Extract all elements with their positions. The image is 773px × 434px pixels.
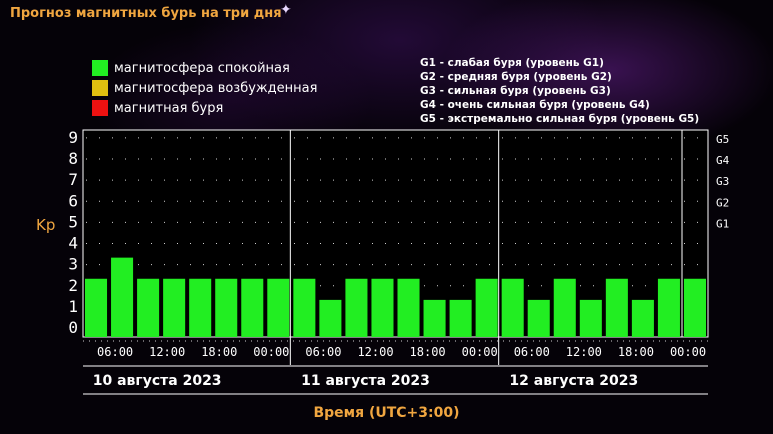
x-tick-label: 00:00 [253, 345, 289, 359]
x-tick-label: 00:00 [670, 345, 706, 359]
y-tick-label: 8 [68, 149, 78, 168]
legend-label-storm: магнитная буря [114, 100, 224, 116]
y-tick-label: 4 [68, 234, 78, 253]
kp-bar [397, 278, 420, 337]
legend-label-excited: магнитосфера возбужденная [114, 80, 318, 96]
g-level-label: G3 [716, 175, 729, 188]
day-label: 10 августа 2023 [93, 373, 222, 389]
kp-bar [475, 278, 498, 337]
legend-item-calm: магнитосфера спокойная [92, 58, 317, 78]
x-tick-label: 12:00 [149, 345, 185, 359]
y-tick-label: 7 [68, 170, 78, 189]
legend-item-excited: магнитосфера возбужденная [92, 78, 317, 98]
y-tick-label: 3 [68, 255, 78, 274]
legend-swatch-excited [92, 80, 108, 96]
x-tick-label: 18:00 [618, 345, 654, 359]
x-tick-label: 18:00 [201, 345, 237, 359]
x-tick-label: 06:00 [97, 345, 133, 359]
y-tick-label: 9 [68, 128, 78, 147]
status-legend: магнитосфера спокойная магнитосфера возб… [92, 58, 317, 118]
kp-bar [137, 278, 160, 337]
legend-label-calm: магнитосфера спокойная [114, 60, 290, 76]
g-legend-g4: G4 - очень сильная буря (уровень G4) [420, 99, 650, 111]
kp-bar [163, 278, 186, 337]
kp-bar [111, 257, 134, 337]
kp-bar [605, 278, 628, 337]
star-icon: ✦ [280, 2, 292, 18]
g-level-legend: G1 - слабая буря (уровень G1) G2 - средн… [420, 56, 699, 126]
x-tick-label: 12:00 [566, 345, 602, 359]
g-legend-g3: G3 - сильная буря (уровень G3) [420, 85, 611, 97]
x-tick-label: 12:00 [357, 345, 393, 359]
kp-bar [683, 278, 706, 337]
x-tick-label: 06:00 [514, 345, 550, 359]
kp-bar [579, 299, 602, 337]
day-label: 11 августа 2023 [301, 373, 430, 389]
kp-bar [189, 278, 212, 337]
kp-bar [501, 278, 524, 337]
x-tick-label: 00:00 [462, 345, 498, 359]
y-tick-label: 2 [68, 276, 78, 295]
kp-bar [423, 299, 446, 337]
kp-bar [553, 278, 576, 337]
x-axis-label: Время (UTC+3:00) [313, 405, 460, 421]
g-level-label: G2 [716, 196, 729, 209]
y-axis-label: Kp [36, 216, 55, 234]
kp-bar [631, 299, 654, 337]
kp-bar [215, 278, 238, 337]
kp-bar [267, 278, 290, 337]
kp-bar [241, 278, 264, 337]
g-legend-g2: G2 - средняя буря (уровень G2) [420, 71, 612, 83]
kp-bar [527, 299, 550, 337]
g-level-label: G5 [716, 133, 729, 146]
x-tick-label: 06:00 [305, 345, 341, 359]
kp-bar [319, 299, 342, 337]
y-tick-label: 5 [68, 212, 78, 231]
kp-bar [371, 278, 394, 337]
g-level-label: G4 [716, 154, 730, 167]
y-tick-label: 1 [68, 297, 78, 316]
legend-swatch-storm [92, 100, 108, 116]
g-legend-g5: G5 - экстремально сильная буря (уровень … [420, 113, 700, 125]
g-level-label: G1 [716, 217, 729, 230]
kp-bar [449, 299, 472, 337]
legend-swatch-calm [92, 60, 108, 76]
y-tick-label: 0 [68, 318, 78, 337]
x-tick-label: 18:00 [410, 345, 446, 359]
day-label: 12 августа 2023 [509, 373, 638, 389]
kp-bar [85, 278, 108, 337]
legend-item-storm: магнитная буря [92, 98, 317, 118]
page-title: Прогноз магнитных бурь на три дня [10, 6, 282, 21]
kp-bar [657, 278, 680, 337]
kp-bar [293, 278, 316, 337]
y-tick-label: 6 [68, 191, 78, 210]
kp-bar [345, 278, 368, 337]
g-legend-g1: G1 - слабая буря (уровень G1) [420, 57, 604, 69]
plot-area [82, 129, 709, 338]
